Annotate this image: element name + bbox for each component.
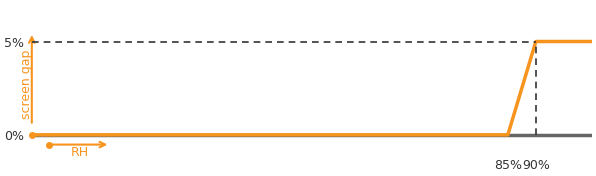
Text: screen gap: screen gap (20, 50, 33, 119)
Text: RH: RH (71, 146, 89, 159)
